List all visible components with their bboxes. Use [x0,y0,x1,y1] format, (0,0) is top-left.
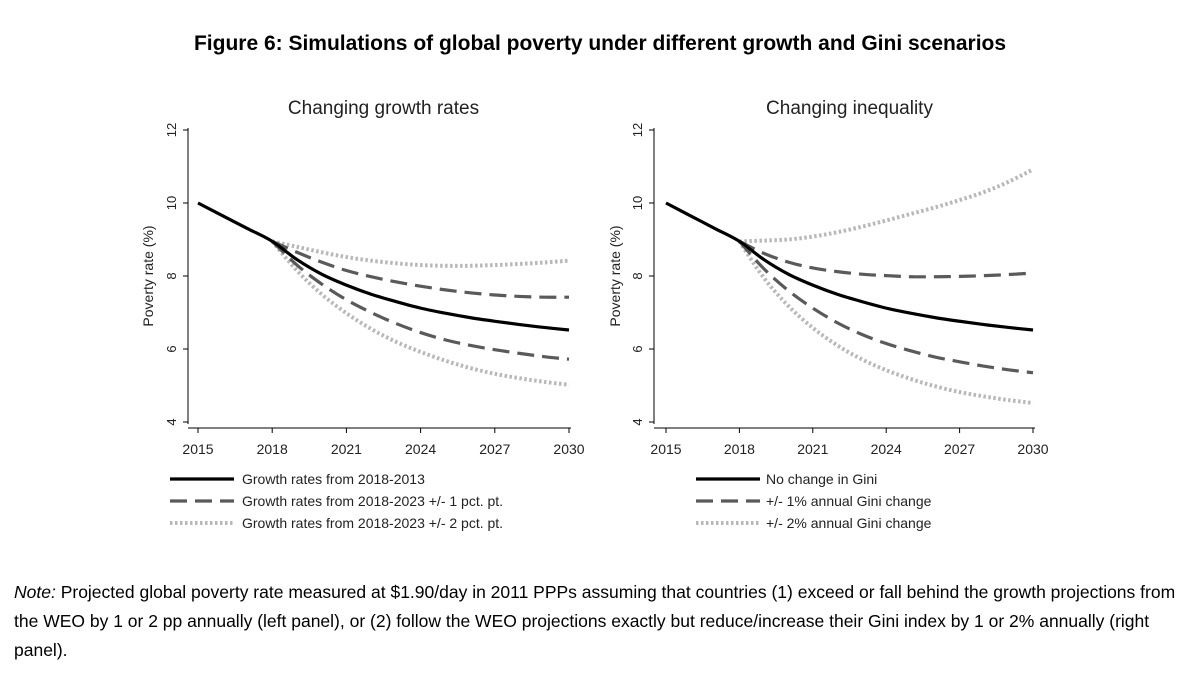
x-tick-label: 2027 [944,441,975,457]
figure-title: Figure 6: Simulations of global poverty … [193,32,1007,55]
panel-title: Changing growth rates [288,98,479,119]
y-tick-label: 8 [164,272,179,279]
y-tick-label: 10 [630,196,645,210]
y-tick-label: 4 [164,418,179,425]
chart-panel-1: Changing growth rates 4 6 8 10 12 Poverty rate… [140,98,585,531]
x-tick-label: 2021 [797,441,828,457]
y-tick-label: 8 [630,272,645,279]
series-line-dashed [271,239,570,299]
y-tick-label: 12 [164,123,179,137]
x-tick-label: 2015 [182,441,213,457]
series-line-dashed [738,239,1034,279]
series-line-dotted [739,167,1034,244]
legend-label: Growth rates from 2018-2023 +/- 1 pct. p… [242,493,503,509]
legend-label: +/- 1% annual Gini change [766,493,932,509]
y-tick-label: 6 [630,345,645,352]
figure-plots: Changing growth rates 4 6 8 10 12 Poverty rate… [140,98,1049,531]
note-text: Projected global poverty rate measured a… [14,582,1176,660]
x-tick-label: 2027 [479,441,510,457]
figure-note: Note: Projected global poverty rate meas… [14,578,1186,665]
x-tick-label: 2021 [331,441,362,457]
x-tick-label: 2018 [724,441,755,457]
y-tick-label: 4 [630,418,645,425]
chart-panel-2: Changing inequality 4 6 8 10 12 Poverty rate (… [607,98,1049,531]
x-tick-label: 2030 [553,441,584,457]
series-line-dashed [738,240,1034,375]
series-line-dotted [271,239,570,268]
legend-label: +/- 2% annual Gini change [766,515,932,531]
series-line-dotted [737,240,1034,406]
y-axis-label: Poverty rate (%) [140,225,156,326]
x-tick-label: 2024 [405,441,436,457]
series-line-dashed [271,240,570,361]
x-tick-label: 2018 [257,441,288,457]
x-tick-label: 2030 [1017,441,1048,457]
series-line-solid [665,201,1034,332]
note-label: Note: [14,582,56,602]
legend-label: Growth rates from 2018-2023 +/- 2 pct. p… [242,515,503,531]
legend-label: No change in Gini [766,471,877,487]
legend-label: Growth rates from 2018-2013 [242,471,425,487]
y-tick-label: 10 [164,196,179,210]
x-tick-label: 2024 [871,441,902,457]
panel-title: Changing inequality [766,98,933,119]
y-tick-label: 6 [164,345,179,352]
y-tick-label: 12 [630,123,645,137]
series-line-dotted [270,240,570,387]
y-axis-label: Poverty rate (%) [607,225,623,326]
series-line-solid [197,201,570,332]
x-tick-label: 2015 [650,441,681,457]
